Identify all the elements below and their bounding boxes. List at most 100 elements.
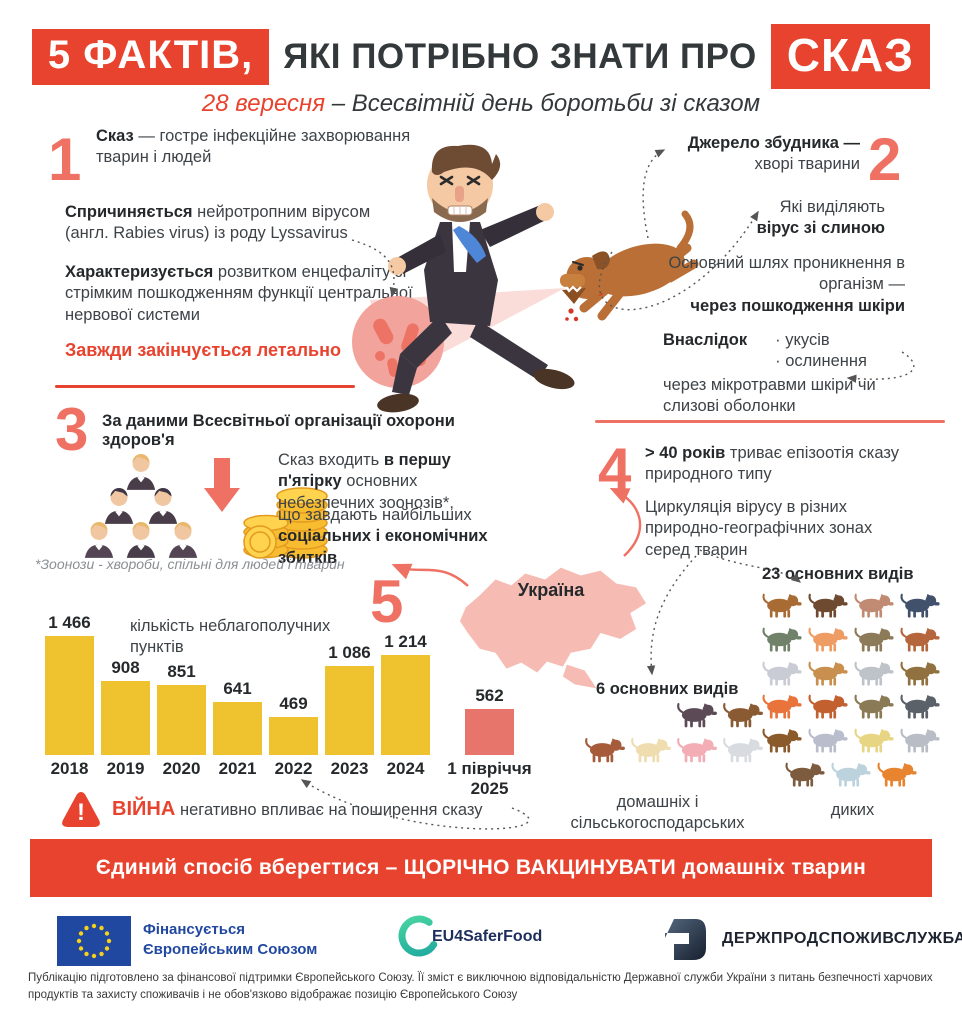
bar-category: 2024 (386, 759, 425, 778)
fact2-saliva: Які виділяють вірус зі слиною (756, 198, 885, 238)
header: 5 ФАКТІВ, ЯКІ ПОТРІБНО ЗНАТИ ПРО СКАЗ (0, 24, 962, 89)
bar-category: 2020 (162, 759, 201, 778)
mouse-icon (898, 727, 944, 756)
eu-flag-icon (57, 916, 131, 966)
dpss-logo-icon (665, 919, 706, 960)
bar-2022: 469 2022 (269, 613, 318, 778)
fact4-text1: > 40 років триває епізоотія сказу природ… (645, 444, 899, 484)
bar-rect (325, 666, 374, 755)
otter-icon (760, 626, 806, 655)
subtitle-rest: – Всесвітній день боротьби зі сказом (331, 90, 761, 117)
eu4saferfood-logo-icon (398, 915, 440, 957)
fact3-text1: Сказ входить в першу п'ятірку основних н… (278, 451, 454, 512)
divider-left (55, 385, 355, 388)
divider-right (595, 420, 945, 423)
fox-icon (875, 761, 921, 790)
eu-funding-text: Фінансується Європейським Союзом (143, 921, 318, 958)
marten-icon (806, 660, 852, 689)
wolverine-icon (852, 693, 898, 722)
bar-category: 2019 (106, 759, 145, 778)
domestic-species-count: 6 основних видів (596, 680, 739, 698)
goat-icon (629, 736, 673, 764)
wild-label: диких (830, 801, 875, 819)
ukraine-map (459, 567, 647, 689)
rat-icon (898, 592, 944, 621)
eu-star (104, 946, 110, 951)
wild-animals-grid (752, 592, 952, 790)
eu-star (76, 938, 82, 944)
map-label: Україна (517, 580, 585, 600)
bar-2018: 1 466 2018 (45, 613, 94, 778)
fact3-footnote: *Зоонози - хвороби, спільні для людей і … (35, 556, 345, 572)
hedgehog-icon (783, 761, 829, 790)
bar-category: 2022 (274, 759, 313, 778)
bar-rect (213, 702, 262, 755)
bar-value: 851 (167, 662, 196, 681)
fact4-text2: Циркуляція вірусу в різних природно-геог… (645, 498, 873, 559)
pig-icon (675, 736, 719, 764)
bar-2019: 908 2019 (101, 613, 150, 778)
bar-category: 2021 (218, 759, 257, 778)
fact3-heading: За даними Всесвітньої організації охорон… (102, 412, 455, 449)
fact2-microtrauma: через мікротравми шкіри чи слизові оболо… (663, 376, 876, 416)
dpss-label: ДЕРЖПРОДСПОЖИВСЛУЖБА (722, 930, 962, 947)
bat-icon (898, 693, 944, 722)
bar-2020: 851 2020 (157, 613, 206, 778)
eu-star (78, 931, 84, 936)
banner-text: Єдиний спосіб вберегтися – ЩОРІЧНО ВАКЦИ… (95, 856, 867, 879)
bar-value: 1 466 (48, 613, 91, 632)
fact2-source: Джерело збудника — хворі тварини (687, 134, 860, 174)
war-warning-text: ВІЙНА негативно впливає на поширення ска… (112, 798, 483, 820)
badger-icon (898, 626, 944, 655)
vaccination-banner: Єдиний спосіб вберегтися – ЩОРІЧНО ВАКЦИ… (30, 839, 932, 897)
raccoon-icon (806, 727, 852, 756)
eu-star (84, 925, 89, 931)
bar-rect (101, 681, 150, 755)
fact3-text2: що завдають найбільших соціальних і екон… (278, 506, 488, 567)
badge-5-facts: 5 ФАКТІВ, (31, 28, 270, 85)
eu-star (99, 925, 104, 931)
consequences-label: Внаслідок (663, 331, 748, 349)
fact2-pathway: Основний шлях проникнення в організм — че… (668, 254, 905, 315)
lynx-icon (852, 660, 898, 689)
subtitle: 28 вересня – Всесвітній день боротьби зі… (0, 90, 962, 118)
bar-category: 1 півріччя 2025 (447, 759, 532, 798)
eu-star (106, 938, 112, 944)
subtitle-date: 28 вересня (201, 90, 326, 117)
person-icon (146, 486, 180, 524)
fact3-number: 3 (55, 396, 89, 463)
weasel-icon (806, 626, 852, 655)
outbreak-points-bar-chart: 1 466 2018 908 2019 851 2020 641 2021 469 2022 1 0… (45, 613, 590, 798)
fact1-fatal-statement: Завжди закінчується летально (65, 340, 341, 360)
bar-2024: 1 214 2024 (381, 613, 430, 778)
eu-star (78, 946, 84, 951)
fact4-number: 4 (598, 436, 632, 503)
warning-triangle-icon: ! (62, 792, 100, 827)
bar-value: 469 (279, 694, 308, 713)
sheep-icon (721, 736, 765, 764)
bar-2023: 1 086 2023 (325, 613, 374, 778)
boar-icon (898, 660, 944, 689)
squirrel-icon (760, 693, 806, 722)
svg-text:!: ! (77, 799, 85, 826)
person-icon (124, 520, 158, 558)
wolf-icon (829, 761, 875, 790)
person-icon (102, 486, 136, 524)
bar-value: 562 (475, 686, 504, 705)
eu-star (91, 953, 97, 959)
eu4saferfood-label: EU4SaferFood (432, 928, 543, 945)
disclaimer-text: Публікацію підготовлено за фінансової пі… (28, 972, 933, 1001)
bar-rect (381, 655, 430, 755)
coins-icon (243, 487, 328, 559)
wild-species-count: 23 основних видів (762, 565, 914, 583)
domestic-label: домашніх і сільськогосподарських (570, 793, 745, 832)
fact1-cause: Спричиняється нейротропним вірусом (англ… (65, 203, 371, 243)
bear-icon (852, 626, 898, 655)
bar-value: 641 (223, 679, 252, 698)
eu-star (104, 931, 110, 936)
consequences-list: · укусів · ослинення (775, 331, 867, 371)
polecat-icon (852, 727, 898, 756)
bar-value: 1 214 (384, 632, 427, 651)
moose-icon (760, 592, 806, 621)
